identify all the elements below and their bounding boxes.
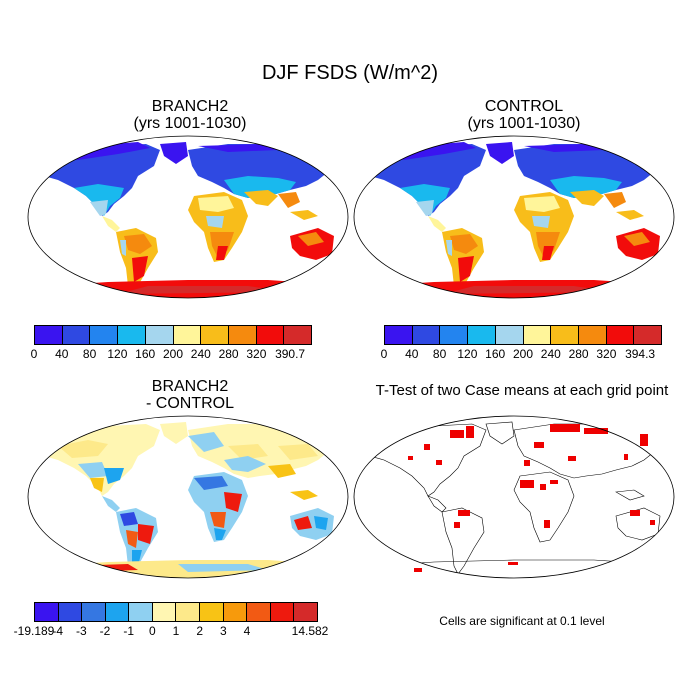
control-colorbar-swatch <box>606 326 635 344</box>
branch-panel-title: BRANCH2 (yrs 1001-1030) <box>30 98 350 132</box>
control-colorbar-tick-label: 394.3 <box>625 347 656 361</box>
diff-title-line2: - CONTROL <box>146 395 234 412</box>
control-colorbar-tick-label: 120 <box>457 347 478 361</box>
control-colorbar-swatch <box>412 326 441 344</box>
control-map <box>353 135 675 299</box>
branch-colorbar-swatch <box>256 326 285 344</box>
branch-colorbar <box>34 325 312 345</box>
branch-colorbar-swatch <box>35 326 63 344</box>
control-colorbar <box>384 325 662 345</box>
control-colorbar-tick-label: 0 <box>380 347 388 361</box>
branch-colorbar-tick-label: 120 <box>107 347 128 361</box>
branch-colorbar-swatch <box>62 326 91 344</box>
diff-panel-title: BRANCH2 - CONTROL <box>30 378 350 412</box>
control-colorbar-tick-label: 200 <box>512 347 534 361</box>
branch-colorbar-swatch <box>173 326 202 344</box>
diff-colorbar <box>34 602 318 622</box>
diff-colorbar-tick-label: 2 <box>196 624 203 638</box>
greenland-shape <box>160 142 188 164</box>
control-colorbar-tick-label: 160 <box>485 347 506 361</box>
branch-colorbar-swatch <box>228 326 257 344</box>
branch-colorbar-swatch <box>145 326 174 344</box>
branch-colorbar-tick-label: 80 <box>82 347 97 361</box>
branch-title-line2: (yrs 1001-1030) <box>133 115 247 132</box>
ttest-note: Cells are significant at 0.1 level <box>439 614 605 628</box>
diff-colorbar-swatch <box>200 603 224 621</box>
branch-colorbar-tick-label: 40 <box>55 347 69 361</box>
control-colorbar-tick-label: 240 <box>540 347 561 361</box>
branch-colorbar-tick-label: 0 <box>30 347 38 361</box>
diff-map <box>27 415 349 579</box>
diff-colorbar-tick-label: 14.582 <box>291 624 329 638</box>
diff-colorbar-tick-label: 3 <box>219 624 227 638</box>
branch-colorbar-tick-label: 320 <box>246 347 267 361</box>
branch-map <box>27 135 349 299</box>
branch-colorbar-tick-label: 390.7 <box>275 347 306 361</box>
diff-colorbar-swatch <box>129 603 153 621</box>
diff-colorbar-tick-label: 1 <box>172 624 180 638</box>
control-panel-title: CONTROL (yrs 1001-1030) <box>364 98 684 132</box>
control-colorbar-tick-label: 280 <box>568 347 589 361</box>
diff-colorbar-swatch <box>294 603 317 621</box>
branch-colorbar-swatch <box>90 326 119 344</box>
ttest-panel-title: T-Test of two Case means at each grid po… <box>375 382 669 399</box>
diff-colorbar-tick-label: 4 <box>243 624 251 638</box>
branch-colorbar-swatch <box>284 326 312 344</box>
figure-title: DJF FSDS (W/m^2) <box>261 62 439 84</box>
control-colorbar-swatch <box>468 326 496 344</box>
branch-colorbar-tick-label: 200 <box>162 347 184 361</box>
control-colorbar-swatch <box>495 326 524 344</box>
control-title-line1: CONTROL <box>484 98 564 115</box>
diff-colorbar-swatch <box>82 603 106 621</box>
significant-cells <box>408 424 655 572</box>
branch-colorbar-tick-label: 280 <box>218 347 239 361</box>
control-colorbar-swatch <box>551 326 579 344</box>
diff-colorbar-tick-label: -3 <box>75 624 87 638</box>
diff-title-line1: BRANCH2 <box>151 378 229 395</box>
diff-colorbar-swatch <box>152 603 177 621</box>
diff-colorbar-tick-label: -4 <box>52 624 63 638</box>
control-title-line2: (yrs 1001-1030) <box>467 115 581 132</box>
diff-colorbar-swatch <box>247 603 271 621</box>
branch-colorbar-swatch <box>201 326 229 344</box>
diff-colorbar-swatch <box>270 603 295 621</box>
branch-colorbar-tick-label: 240 <box>190 347 211 361</box>
control-colorbar-swatch <box>634 326 662 344</box>
branch-colorbar-tick-label: 160 <box>135 347 156 361</box>
diff-colorbar-swatch <box>223 603 248 621</box>
control-colorbar-tick-label: 80 <box>432 347 447 361</box>
branch-title-line1: BRANCH2 <box>151 98 229 115</box>
control-colorbar-swatch <box>440 326 469 344</box>
control-colorbar-swatch <box>523 326 552 344</box>
diff-colorbar-tick-label: -2 <box>99 624 111 638</box>
diff-colorbar-swatch <box>105 603 130 621</box>
control-colorbar-tick-label: 320 <box>596 347 617 361</box>
diff-colorbar-swatch <box>58 603 83 621</box>
ttest-map <box>353 415 675 579</box>
diff-colorbar-tick-label: -1 <box>123 624 134 638</box>
diff-colorbar-tick-label: 0 <box>148 624 156 638</box>
branch-colorbar-swatch <box>118 326 146 344</box>
control-colorbar-swatch <box>385 326 413 344</box>
control-colorbar-tick-label: 40 <box>405 347 419 361</box>
diff-colorbar-swatch <box>35 603 59 621</box>
diff-colorbar-tick-label: -19.189 <box>13 624 55 638</box>
control-colorbar-swatch <box>578 326 607 344</box>
diff-colorbar-swatch <box>176 603 201 621</box>
